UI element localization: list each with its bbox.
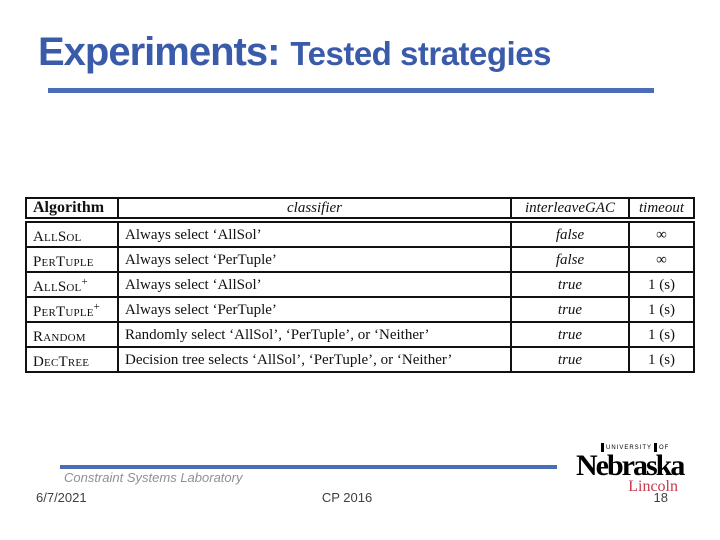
interleavegac-cell: true xyxy=(510,346,630,373)
interleavegac-cell: true xyxy=(510,296,630,323)
column-header-classifier: classifier xyxy=(117,197,512,223)
algorithm-cell: AllSol xyxy=(25,219,119,248)
unl-logo: UNIVERSITY OF Nebraska Lincoln xyxy=(576,442,685,495)
logo-university-text: UNIVERSITY xyxy=(606,445,653,451)
logo-lincoln-text: Lincoln xyxy=(628,478,678,495)
algorithm-name: AllSol xyxy=(33,279,82,295)
algorithm-name: PerTuple xyxy=(33,254,94,270)
algorithm-name: DecTree xyxy=(33,354,90,370)
column-header-interleavegac: interleaveGAC xyxy=(510,197,630,223)
column-header-algorithm: Algorithm xyxy=(25,197,119,223)
lab-name: Constraint Systems Laboratory xyxy=(64,470,243,485)
table-row: AllSol+ Always select ‘AllSol’ true 1 (s… xyxy=(25,271,695,298)
slide-title: Experiments: Tested strategies xyxy=(38,30,551,74)
footer-divider xyxy=(60,465,557,469)
interleavegac-cell: true xyxy=(510,321,630,348)
algorithm-name: PerTuple xyxy=(33,304,94,320)
timeout-cell: ∞ xyxy=(628,219,695,248)
logo-of-text: OF xyxy=(659,445,670,451)
algorithm-cell: PerTuple xyxy=(25,246,119,273)
superscript-plus: + xyxy=(93,301,101,313)
table-row: Random Randomly select ‘AllSol’, ‘PerTup… xyxy=(25,321,695,348)
timeout-cell: 1 (s) xyxy=(628,346,695,373)
classifier-cell: Always select ‘PerTuple’ xyxy=(117,296,512,323)
table-row: AllSol Always select ‘AllSol’ false ∞ xyxy=(25,219,695,248)
algorithm-cell: AllSol+ xyxy=(25,271,119,298)
slide-date: 6/7/2021 xyxy=(36,490,87,505)
logo-banner-icon xyxy=(654,443,658,452)
table-row: DecTree Decision tree selects ‘AllSol’, … xyxy=(25,346,695,373)
conference-name: CP 2016 xyxy=(321,490,373,505)
classifier-cell: Always select ‘AllSol’ xyxy=(117,271,512,298)
interleavegac-cell: true xyxy=(510,271,630,298)
superscript-plus: + xyxy=(81,276,88,288)
logo-banner-icon xyxy=(601,443,604,452)
algorithm-name: AllSol xyxy=(33,229,82,245)
table-row: PerTuple Always select ‘PerTuple’ false … xyxy=(25,246,695,273)
timeout-cell: ∞ xyxy=(628,246,695,273)
title-underline xyxy=(48,88,654,93)
classifier-cell: Always select ‘PerTuple’ xyxy=(117,246,512,273)
classifier-cell: Always select ‘AllSol’ xyxy=(117,219,512,248)
timeout-cell: 1 (s) xyxy=(628,321,695,348)
classifier-cell: Decision tree selects ‘AllSol’, ‘PerTupl… xyxy=(117,346,512,373)
algorithm-name: Random xyxy=(33,329,86,345)
tested-strategies-table: Algorithm classifier interleaveGAC timeo… xyxy=(25,197,695,373)
slide-title-primary: Experiments: xyxy=(38,30,280,74)
interleavegac-cell: false xyxy=(510,219,630,248)
table-header-row: Algorithm classifier interleaveGAC timeo… xyxy=(25,197,695,223)
interleavegac-cell: false xyxy=(510,246,630,273)
classifier-cell: Randomly select ‘AllSol’, ‘PerTuple’, or… xyxy=(117,321,512,348)
table-row: PerTuple+ Always select ‘PerTuple’ true … xyxy=(25,296,695,323)
algorithm-cell: DecTree xyxy=(25,346,119,373)
algorithm-cell: Random xyxy=(25,321,119,348)
timeout-cell: 1 (s) xyxy=(628,296,695,323)
slide-title-secondary: Tested strategies xyxy=(290,35,551,72)
timeout-cell: 1 (s) xyxy=(628,271,695,298)
logo-nebraska-text: Nebraska xyxy=(576,449,685,482)
page-number: 18 xyxy=(653,490,668,505)
logo-university-of-row: UNIVERSITY OF xyxy=(601,443,669,452)
column-header-timeout: timeout xyxy=(628,197,695,223)
algorithm-cell: PerTuple+ xyxy=(25,296,119,323)
